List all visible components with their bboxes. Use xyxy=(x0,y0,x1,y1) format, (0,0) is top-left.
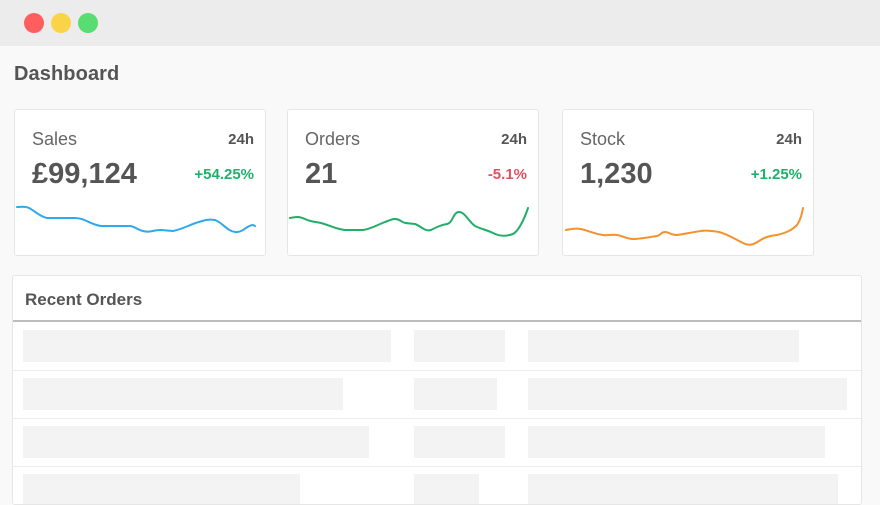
title-bar xyxy=(0,0,880,46)
minimize-window-button[interactable] xyxy=(51,13,71,33)
cell-placeholder xyxy=(528,426,825,458)
card-period: 24h xyxy=(776,131,802,148)
cell-placeholder xyxy=(23,378,343,410)
close-window-button[interactable] xyxy=(24,13,44,33)
cell-placeholder xyxy=(528,330,799,362)
cell-placeholder xyxy=(23,474,300,504)
card-value: 1,230 xyxy=(580,158,653,190)
cell-placeholder xyxy=(528,474,838,504)
panel-title: Recent Orders xyxy=(25,290,143,309)
orders-sparkline xyxy=(289,207,529,237)
cell-placeholder xyxy=(528,378,847,410)
header-divider xyxy=(13,320,861,322)
row-divider xyxy=(13,466,861,467)
orders-card[interactable]: Orders 24h 21 -5.1% xyxy=(287,109,539,256)
card-label: Stock xyxy=(580,129,626,149)
card-period: 24h xyxy=(501,131,527,148)
table-row[interactable] xyxy=(13,370,861,418)
table-row[interactable] xyxy=(13,322,861,370)
card-delta: +54.25% xyxy=(194,166,254,183)
sales-card[interactable]: Sales 24h £99,124 +54.25% xyxy=(14,109,266,256)
card-label: Sales xyxy=(32,129,78,149)
card-label: Orders xyxy=(305,129,361,149)
cell-placeholder xyxy=(414,426,505,458)
row-divider xyxy=(13,418,861,419)
cell-placeholder xyxy=(23,330,391,362)
card-period: 24h xyxy=(228,131,254,148)
card-delta: +1.25% xyxy=(750,166,802,183)
cell-placeholder xyxy=(23,426,369,458)
cell-placeholder xyxy=(414,330,505,362)
page-title: Dashboard xyxy=(14,63,120,85)
sales-sparkline xyxy=(16,205,256,234)
zoom-window-button[interactable] xyxy=(78,13,98,33)
card-value: £99,124 xyxy=(32,158,137,190)
stock-card[interactable]: Stock 24h 1,230 +1.25% xyxy=(562,109,814,256)
table-row[interactable] xyxy=(13,418,861,466)
card-value: 21 xyxy=(305,158,338,190)
cell-placeholder xyxy=(414,378,497,410)
recent-orders-panel: Recent Orders xyxy=(12,275,862,505)
table-row[interactable] xyxy=(13,466,861,504)
card-delta: -5.1% xyxy=(487,166,527,183)
cell-placeholder xyxy=(414,474,479,504)
row-divider xyxy=(13,370,861,371)
stock-sparkline xyxy=(565,207,804,246)
